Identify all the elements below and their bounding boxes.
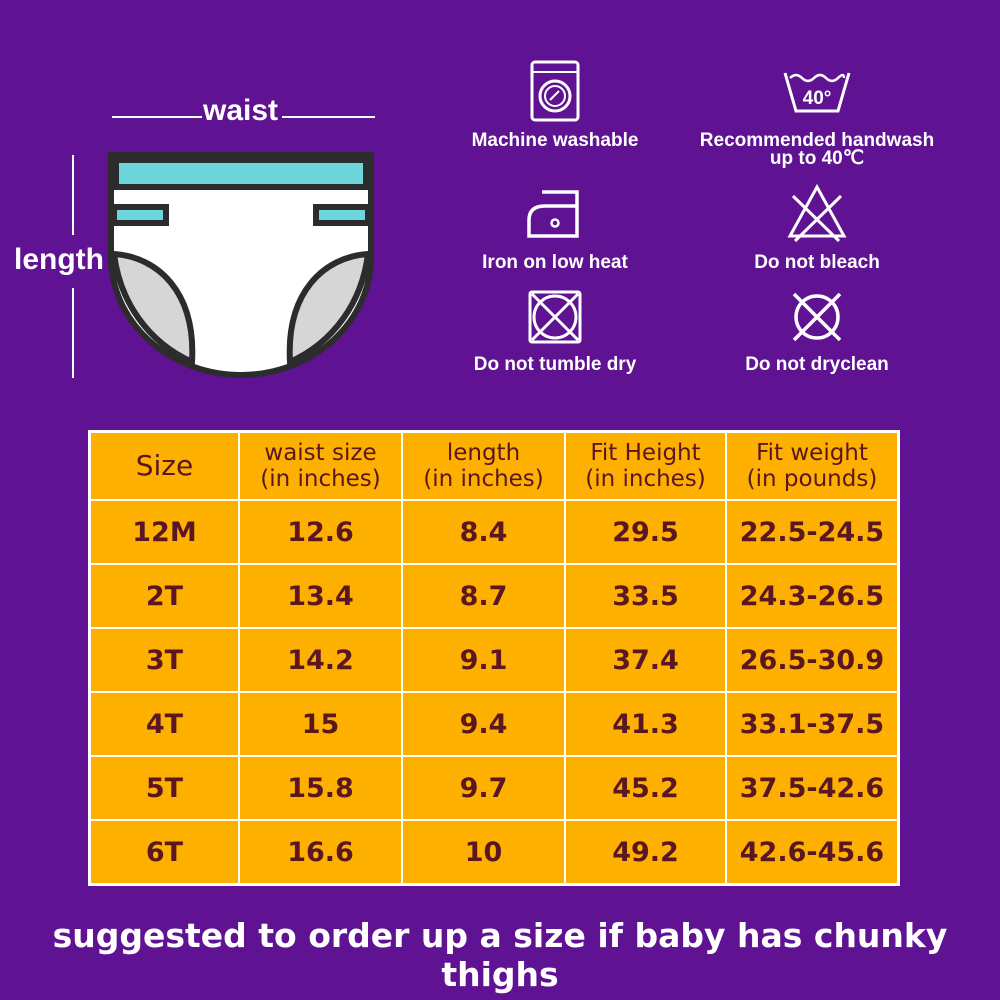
care-label: Recommended handwash up to 40℃ bbox=[699, 130, 935, 169]
care-label: Iron on low heat bbox=[482, 252, 628, 273]
cell-fit-height: 37.4 bbox=[564, 627, 727, 693]
care-label: Do not dryclean bbox=[745, 354, 889, 375]
table-row: 12M 12.6 8.4 29.5 22.5-24.5 bbox=[88, 499, 900, 565]
cell-waist: 15 bbox=[238, 691, 403, 757]
cell-fit-weight: 26.5-30.9 bbox=[725, 627, 900, 693]
cell-fit-height: 49.2 bbox=[564, 819, 727, 886]
cell-waist: 13.4 bbox=[238, 563, 403, 629]
cell-fit-weight: 42.6-45.6 bbox=[725, 819, 900, 886]
table-row: 2T 13.4 8.7 33.5 24.3-26.5 bbox=[88, 563, 900, 629]
waist-line-left bbox=[112, 116, 202, 118]
size-table: Size waist size (in inches) length (in inc… bbox=[88, 430, 900, 886]
handwash-40-icon: 40° bbox=[783, 72, 851, 113]
cell-size: 2T bbox=[88, 563, 240, 629]
cell-length: 9.4 bbox=[401, 691, 566, 757]
cell-fit-height: 29.5 bbox=[564, 499, 727, 565]
care-machine-washable: Machine washable bbox=[405, 60, 705, 150]
cell-fit-height: 33.5 bbox=[564, 563, 727, 629]
header-size: Size bbox=[88, 430, 240, 501]
care-iron: Iron on low heat bbox=[405, 188, 705, 272]
footer-note: suggested to order up a size if baby has… bbox=[52, 916, 948, 994]
cell-size: 4T bbox=[88, 691, 240, 757]
care-no-dryclean: Do not dryclean bbox=[667, 290, 967, 374]
care-label: Machine washable bbox=[471, 130, 639, 151]
cell-fit-weight: 22.5-24.5 bbox=[725, 499, 900, 565]
cell-length: 9.1 bbox=[401, 627, 566, 693]
table-row: 3T 14.2 9.1 37.4 26.5-30.9 bbox=[88, 627, 900, 693]
waist-label: waist bbox=[203, 94, 279, 127]
cell-length: 9.7 bbox=[401, 755, 566, 821]
waist-line-right bbox=[282, 116, 375, 118]
cell-size: 3T bbox=[88, 627, 240, 693]
cell-size: 5T bbox=[88, 755, 240, 821]
cell-waist: 16.6 bbox=[238, 819, 403, 886]
cell-waist: 15.8 bbox=[238, 755, 403, 821]
care-no-bleach: Do not bleach bbox=[667, 184, 967, 272]
header-length: length (in inches) bbox=[401, 430, 566, 501]
cell-waist: 14.2 bbox=[238, 627, 403, 693]
washing-machine-icon bbox=[530, 60, 580, 122]
table-header-row: Size waist size (in inches) length (in inc… bbox=[88, 430, 900, 501]
cell-fit-height: 45.2 bbox=[564, 755, 727, 821]
cell-fit-weight: 33.1-37.5 bbox=[725, 691, 900, 757]
table-row: 5T 15.8 9.7 45.2 37.5-42.6 bbox=[88, 755, 900, 821]
cell-fit-weight: 24.3-26.5 bbox=[725, 563, 900, 629]
svg-text:40°: 40° bbox=[803, 88, 832, 109]
header-fit-weight: Fit weight (in pounds) bbox=[725, 430, 900, 501]
care-label: Do not tumble dry bbox=[473, 354, 637, 375]
care-label: Do not bleach bbox=[754, 252, 880, 273]
length-label: length bbox=[14, 243, 104, 276]
no-tumble-dry-icon bbox=[528, 290, 582, 344]
cell-length: 10 bbox=[401, 819, 566, 886]
iron-low-heat-icon bbox=[527, 190, 579, 238]
length-line-top bbox=[72, 155, 74, 235]
no-dryclean-icon bbox=[792, 292, 842, 342]
cell-length: 8.4 bbox=[401, 499, 566, 565]
table-row: 4T 15 9.4 41.3 33.1-37.5 bbox=[88, 691, 900, 757]
care-handwash: 40° Recommended handwash up to 40℃ bbox=[667, 68, 967, 168]
table-row: 6T 16.6 10 49.2 42.6-45.6 bbox=[88, 819, 900, 886]
cell-size: 12M bbox=[88, 499, 240, 565]
cell-fit-weight: 37.5-42.6 bbox=[725, 755, 900, 821]
header-waist: waist size (in inches) bbox=[238, 430, 403, 501]
care-no-tumble-dry: Do not tumble dry bbox=[405, 290, 705, 374]
cell-fit-height: 41.3 bbox=[564, 691, 727, 757]
cell-size: 6T bbox=[88, 819, 240, 886]
header-fit-height: Fit Height (in inches) bbox=[564, 430, 727, 501]
diaper-icon bbox=[108, 152, 374, 378]
length-line-bottom bbox=[72, 288, 74, 378]
no-bleach-icon bbox=[787, 184, 847, 242]
cell-waist: 12.6 bbox=[238, 499, 403, 565]
cell-length: 8.7 bbox=[401, 563, 566, 629]
